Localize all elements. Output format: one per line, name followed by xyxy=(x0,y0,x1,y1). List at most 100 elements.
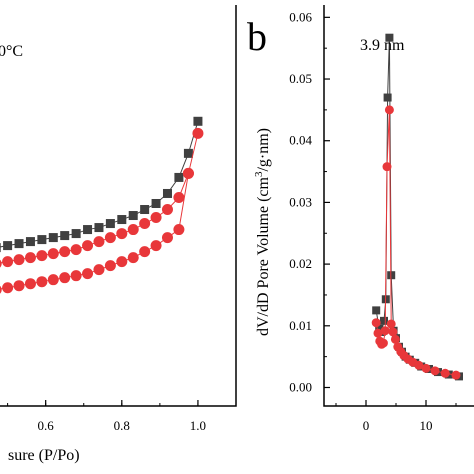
panel-b-series-0-point-5 xyxy=(383,93,392,102)
panel-a-series-0-point-12 xyxy=(128,211,138,221)
panel-b-series-1-point-1 xyxy=(373,328,383,338)
panel-a-series-0-point-15 xyxy=(162,188,172,198)
panel-b-x-tick-label-1: 10 xyxy=(420,418,433,433)
panel-a-series-0-point-0 xyxy=(0,243,1,253)
panel-b-series-1-point-16 xyxy=(414,360,424,370)
panel-a-x-tick-label-0: 0.6 xyxy=(38,418,55,433)
panel-a-series-1-point-6 xyxy=(59,272,71,284)
panel-a-series-1-point-1 xyxy=(2,282,14,294)
panel-a-series-1-point-15 xyxy=(161,232,173,244)
panel-b-series-1-point-8 xyxy=(386,319,396,329)
panel-a-series-0-point-4 xyxy=(37,235,47,245)
panel-a-x-axis-title: sure (P/Po) xyxy=(8,447,80,464)
panel-a-series-0-point-16 xyxy=(174,172,184,182)
panel-a-series-0-point-1 xyxy=(3,241,13,251)
panel-b-ticks: 0.00 0.01 0.02 0.03 0.04 0.05 0.06 0 10 xyxy=(289,9,457,433)
panel-a-series-2-point-10 xyxy=(104,232,116,244)
panel-b-letter: b xyxy=(247,14,267,59)
panel-a-series-0-point-13 xyxy=(140,205,150,215)
panel-a-series-0-point-18 xyxy=(193,116,203,126)
panel-a-series-0-point-8 xyxy=(83,225,93,235)
panel-a-series-2-point-4 xyxy=(36,250,48,262)
panel-a-series-1-point-5 xyxy=(47,274,59,286)
panel-b: b 0.00 0.01 0.02 0.03 0.04 0.05 0.06 0 10 3.9 nm… xyxy=(247,5,474,433)
panel-b-series-0-point-0 xyxy=(372,306,381,315)
panel-a-series-2-point-16 xyxy=(173,191,185,203)
panel-a-series-1-point-8 xyxy=(82,268,94,280)
panel-a-series-2-point-11 xyxy=(116,228,128,240)
panel-a-series-1-point-18 xyxy=(192,127,204,139)
panel-a-marks xyxy=(0,116,204,294)
panel-b-series-1-point-5 xyxy=(380,326,390,336)
panel-a-series-2-point-6 xyxy=(59,246,71,258)
panel-a-series-0-point-5 xyxy=(48,233,58,243)
panel-b-series-1-point-9 xyxy=(388,327,398,337)
panel-a-series-1-point-10 xyxy=(104,260,116,272)
panel-a-annotation: 0°C xyxy=(0,43,23,60)
panel-b-y-tick-label-0: 0.00 xyxy=(289,379,312,394)
panel-a-series-2-point-8 xyxy=(82,240,94,252)
panel-a-series-0-point-9 xyxy=(94,223,104,233)
panel-b-series-1-point-17 xyxy=(421,363,431,373)
panel-a-axes xyxy=(0,5,237,407)
panel-a-series-0-point-11 xyxy=(117,215,127,225)
panel-a-series-0-point-17 xyxy=(183,148,193,158)
panel-a-series-1-point-9 xyxy=(93,264,105,276)
panel-b-y-tick-label-3: 0.03 xyxy=(289,194,312,209)
panel-b-y-tick-label-2: 0.02 xyxy=(289,256,312,271)
panel-a-series-2-point-13 xyxy=(139,218,151,230)
panel-b-marks xyxy=(371,33,463,381)
panel-a-series-0-point-7 xyxy=(71,229,81,239)
panel-b-axes xyxy=(323,5,474,407)
panel-b-series-0-point-3 xyxy=(380,316,388,325)
panel-a-series-2-point-3 xyxy=(24,252,36,264)
panel-b-y-tick-label-4: 0.04 xyxy=(289,133,312,148)
panel-a-x-tick-label-1: 0.8 xyxy=(114,418,130,433)
panel-a-series-1-point-14 xyxy=(150,240,162,252)
panel-a-series-1-point-4 xyxy=(36,276,48,288)
panel-a: 0.6 0.8 1.0 0°C sure (P/Po) xyxy=(0,5,237,464)
panel-b-y-axis-title: dV/dD Pore Volume (cm3/g·nm) xyxy=(253,128,272,336)
panel-a-series-1-point-2 xyxy=(13,280,25,292)
panel-a-series-0-point-14 xyxy=(151,198,161,208)
panel-a-series-1-point-12 xyxy=(127,252,139,264)
panel-a-series-0-point-3 xyxy=(25,237,35,247)
panel-a-series-2-point-17 xyxy=(182,167,194,179)
panel-a-series-1-point-7 xyxy=(70,270,82,282)
panel-a-series-2-point-1 xyxy=(2,256,14,268)
panel-a-series-2-point-9 xyxy=(93,236,105,248)
panel-a-series-0-point-10 xyxy=(105,219,115,229)
panel-b-series-1-point-6 xyxy=(382,162,392,172)
panel-b-series-1-point-4 xyxy=(378,338,388,348)
panel-a-series-2-point-0 xyxy=(0,259,2,268)
panel-a-series-2-point-7 xyxy=(70,244,82,256)
panel-b-series-1-point-18 xyxy=(430,366,440,376)
panel-a-series-0-point-6 xyxy=(60,231,70,241)
panel-a-series-1-point-16 xyxy=(173,224,185,236)
panel-b-y-tick-label-1: 0.01 xyxy=(289,318,312,333)
panel-b-annotation: 3.9 nm xyxy=(360,37,405,54)
panel-b-series-1-point-7 xyxy=(384,105,394,115)
panel-a-series-2-point-12 xyxy=(127,224,139,236)
panel-b-x-tick-label-0: 0 xyxy=(363,418,370,433)
panel-a-series-1-point-0 xyxy=(0,285,2,294)
panel-a-series-2-point-14 xyxy=(150,212,162,224)
panel-a-series-2-point-15 xyxy=(161,204,173,216)
panel-a-series-0-point-2 xyxy=(14,239,24,249)
panel-a-series-2-point-2 xyxy=(13,254,25,266)
panel-a-series-2-point-5 xyxy=(47,248,59,260)
panel-a-series-1-point-13 xyxy=(139,246,151,258)
panel-a-series-1-point-3 xyxy=(24,278,36,290)
panel-a-ticks: 0.6 0.8 1.0 xyxy=(7,400,206,433)
panel-b-series-0-point-6 xyxy=(385,33,394,42)
panel-a-x-tick-label-2: 1.0 xyxy=(190,418,206,433)
panel-a-series-1-point-11 xyxy=(116,256,128,268)
panel-b-series-1-point-20 xyxy=(451,370,461,380)
panel-b-series-1-point-19 xyxy=(440,368,450,378)
panel-b-y-tick-label-5: 0.05 xyxy=(289,71,312,86)
panel-b-series-1-line xyxy=(375,109,457,376)
panel-b-series-1-point-10 xyxy=(390,334,400,344)
panel-b-series-1-point-0 xyxy=(371,318,381,328)
panel-b-y-tick-label-6: 0.06 xyxy=(289,9,312,24)
